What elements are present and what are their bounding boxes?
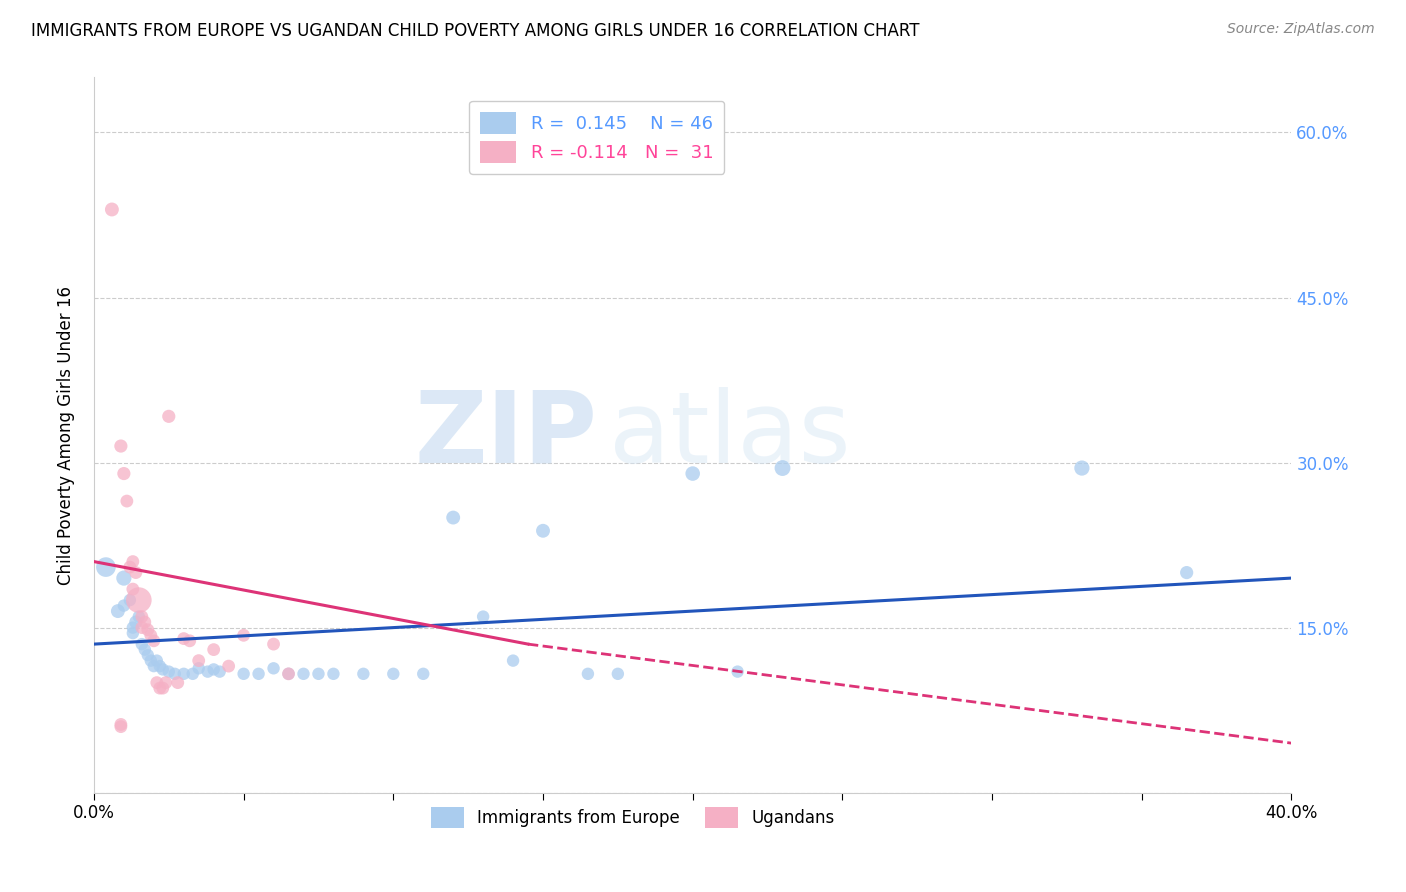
Point	[157, 409, 180, 424]
Point	[187, 654, 209, 668]
Point	[322, 666, 344, 681]
Point	[149, 659, 172, 673]
Point	[772, 461, 794, 475]
Point	[382, 666, 405, 681]
Point	[1070, 461, 1092, 475]
Point	[173, 632, 195, 646]
Point	[202, 662, 225, 676]
Point	[263, 661, 285, 675]
Point	[247, 666, 270, 681]
Point	[187, 661, 209, 675]
Point	[441, 510, 464, 524]
Point	[112, 467, 135, 481]
Point	[531, 524, 554, 538]
Point	[163, 666, 186, 681]
Point	[136, 648, 159, 662]
Point	[118, 593, 141, 607]
Point	[155, 675, 177, 690]
Point	[682, 467, 704, 481]
Point	[128, 593, 150, 607]
Point	[125, 566, 148, 580]
Point	[727, 665, 749, 679]
Point	[308, 666, 330, 681]
Point	[142, 633, 165, 648]
Point	[173, 666, 195, 681]
Point	[131, 621, 153, 635]
Point	[352, 666, 374, 681]
Point	[112, 599, 135, 613]
Point	[152, 681, 174, 695]
Point	[232, 628, 254, 642]
Point	[118, 560, 141, 574]
Point	[502, 654, 524, 668]
Point	[181, 666, 204, 681]
Point	[292, 666, 315, 681]
Point	[152, 662, 174, 676]
Point	[110, 720, 132, 734]
Point	[232, 666, 254, 681]
Point	[101, 202, 124, 217]
Point	[606, 666, 628, 681]
Point	[412, 666, 434, 681]
Point	[218, 659, 240, 673]
Point	[107, 604, 129, 618]
Point	[142, 659, 165, 673]
Point	[121, 582, 143, 596]
Text: atlas: atlas	[609, 386, 851, 483]
Point	[157, 665, 180, 679]
Point	[134, 615, 156, 629]
Point	[197, 665, 219, 679]
Point	[166, 675, 188, 690]
Point	[131, 609, 153, 624]
Point	[146, 654, 169, 668]
Point	[139, 654, 162, 668]
Point	[128, 609, 150, 624]
Point	[121, 555, 143, 569]
Point	[149, 681, 172, 695]
Text: ZIP: ZIP	[413, 386, 598, 483]
Point	[208, 665, 231, 679]
Y-axis label: Child Poverty Among Girls Under 16: Child Poverty Among Girls Under 16	[58, 285, 75, 584]
Point	[121, 621, 143, 635]
Point	[131, 637, 153, 651]
Point	[146, 675, 169, 690]
Point	[115, 494, 138, 508]
Text: IMMIGRANTS FROM EUROPE VS UGANDAN CHILD POVERTY AMONG GIRLS UNDER 16 CORRELATION: IMMIGRANTS FROM EUROPE VS UGANDAN CHILD …	[31, 22, 920, 40]
Point	[576, 666, 599, 681]
Point	[179, 633, 201, 648]
Point	[110, 717, 132, 731]
Point	[94, 560, 117, 574]
Point	[1175, 566, 1198, 580]
Point	[121, 626, 143, 640]
Point	[125, 615, 148, 629]
Point	[139, 628, 162, 642]
Point	[277, 666, 299, 681]
Point	[136, 623, 159, 637]
Point	[277, 666, 299, 681]
Text: Source: ZipAtlas.com: Source: ZipAtlas.com	[1227, 22, 1375, 37]
Point	[472, 609, 495, 624]
Point	[134, 642, 156, 657]
Point	[110, 439, 132, 453]
Point	[202, 642, 225, 657]
Point	[112, 571, 135, 585]
Point	[263, 637, 285, 651]
Legend: Immigrants from Europe, Ugandans: Immigrants from Europe, Ugandans	[425, 801, 842, 834]
